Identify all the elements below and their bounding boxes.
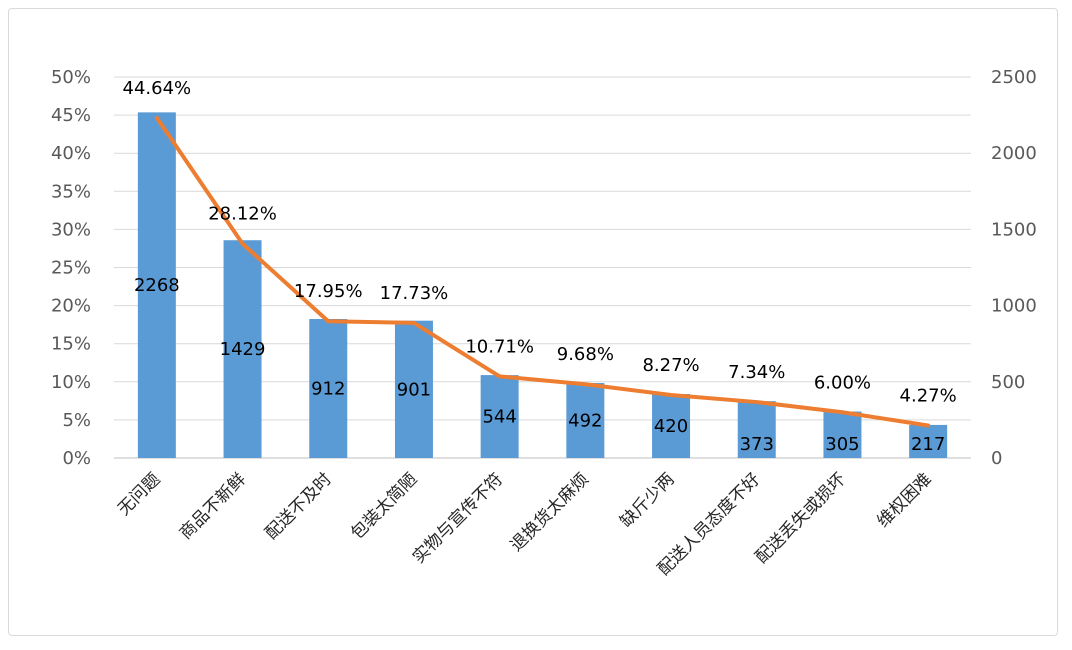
y-right-tick-label: 2000 <box>991 143 1037 164</box>
line-data-label: 6.00% <box>814 372 871 393</box>
bar-series <box>137 112 948 458</box>
x-tick-label: 无问题 <box>114 469 164 519</box>
y-right-tick-label: 1000 <box>991 296 1037 317</box>
line-data-labels: 44.64% 28.12% 17.95% 17.73% 10.71% 9.68% 8.27%… <box>123 78 957 407</box>
line-data-label: 9.68% <box>557 344 614 365</box>
y-right-tick-label: 2500 <box>991 67 1037 88</box>
bar <box>480 375 519 458</box>
y-left-tick-label: 50% <box>51 67 91 88</box>
y-left-tick-label: 35% <box>51 181 91 202</box>
chart-frame: 0% 5% 10% 15% 20% 25% 30% 35% 40% 45% 50% 0 500 1000… <box>8 8 1058 636</box>
line-series <box>154 115 931 428</box>
bar-data-label: 912 <box>311 379 345 400</box>
line-data-label: 8.27% <box>642 355 699 376</box>
bar <box>137 112 176 458</box>
bar <box>737 401 776 458</box>
bar-data-label: 217 <box>911 434 945 455</box>
bar-data-label: 420 <box>654 416 688 437</box>
line-data-label: 7.34% <box>728 362 785 383</box>
chart-svg: 0% 5% 10% 15% 20% 25% 30% 35% 40% 45% 50% 0 500 1000… <box>51 67 1037 580</box>
bar <box>309 319 348 458</box>
line-data-label: 17.73% <box>380 283 449 304</box>
line-data-label: 44.64% <box>123 78 192 99</box>
line-data-label: 28.12% <box>208 204 277 225</box>
bar <box>652 393 691 458</box>
y-left-tick-label: 15% <box>51 334 91 355</box>
bar <box>566 383 605 458</box>
line-data-label: 17.95% <box>294 281 363 302</box>
y-left-tick-label: 0% <box>62 448 91 469</box>
bar <box>909 424 948 458</box>
x-tick-label: 维权困难 <box>873 469 935 531</box>
x-tick-label: 退换货太麻烦 <box>507 469 593 555</box>
x-tick-label: 包装太简陋 <box>347 469 421 543</box>
x-tick-label: 配送丢失或损坏 <box>752 469 850 567</box>
y-left-tick-label: 20% <box>51 296 91 317</box>
x-tick-label: 缺斤少两 <box>616 469 678 531</box>
bar <box>223 240 262 458</box>
bar-data-label: 2268 <box>134 275 180 296</box>
left-axis: 0% 5% 10% 15% 20% 25% 30% 35% 40% 45% 50% <box>51 67 91 469</box>
y-right-tick-label: 0 <box>991 448 1002 469</box>
bar-data-label: 305 <box>825 434 859 455</box>
bar-data-labels: 2268 1429 912 901 544 492 420 373 305 217 <box>134 275 945 455</box>
y-left-tick-label: 25% <box>51 258 91 279</box>
bar-data-label: 492 <box>568 411 602 432</box>
y-left-tick-label: 40% <box>51 143 91 164</box>
bar <box>394 320 433 458</box>
x-tick-label: 配送不及时 <box>262 469 336 543</box>
y-right-tick-label: 1500 <box>991 219 1037 240</box>
y-left-tick-label: 30% <box>51 219 91 240</box>
bar-data-label: 901 <box>397 379 431 400</box>
x-tick-label: 实物与宣传不符 <box>409 469 507 567</box>
line-data-label: 10.71% <box>465 336 534 357</box>
bar-data-label: 373 <box>740 434 774 455</box>
bar-data-label: 544 <box>482 407 516 428</box>
y-left-tick-label: 45% <box>51 105 91 126</box>
series-line <box>154 115 931 428</box>
y-left-tick-label: 10% <box>51 372 91 393</box>
bar <box>823 411 862 458</box>
x-tick-label: 商品不新鲜 <box>176 469 250 543</box>
y-right-tick-label: 500 <box>991 372 1025 393</box>
bar-data-label: 1429 <box>220 339 266 360</box>
y-left-tick-label: 5% <box>62 410 91 431</box>
line-data-label: 4.27% <box>900 385 957 406</box>
right-axis: 0 500 1000 1500 2000 2500 <box>991 67 1037 469</box>
